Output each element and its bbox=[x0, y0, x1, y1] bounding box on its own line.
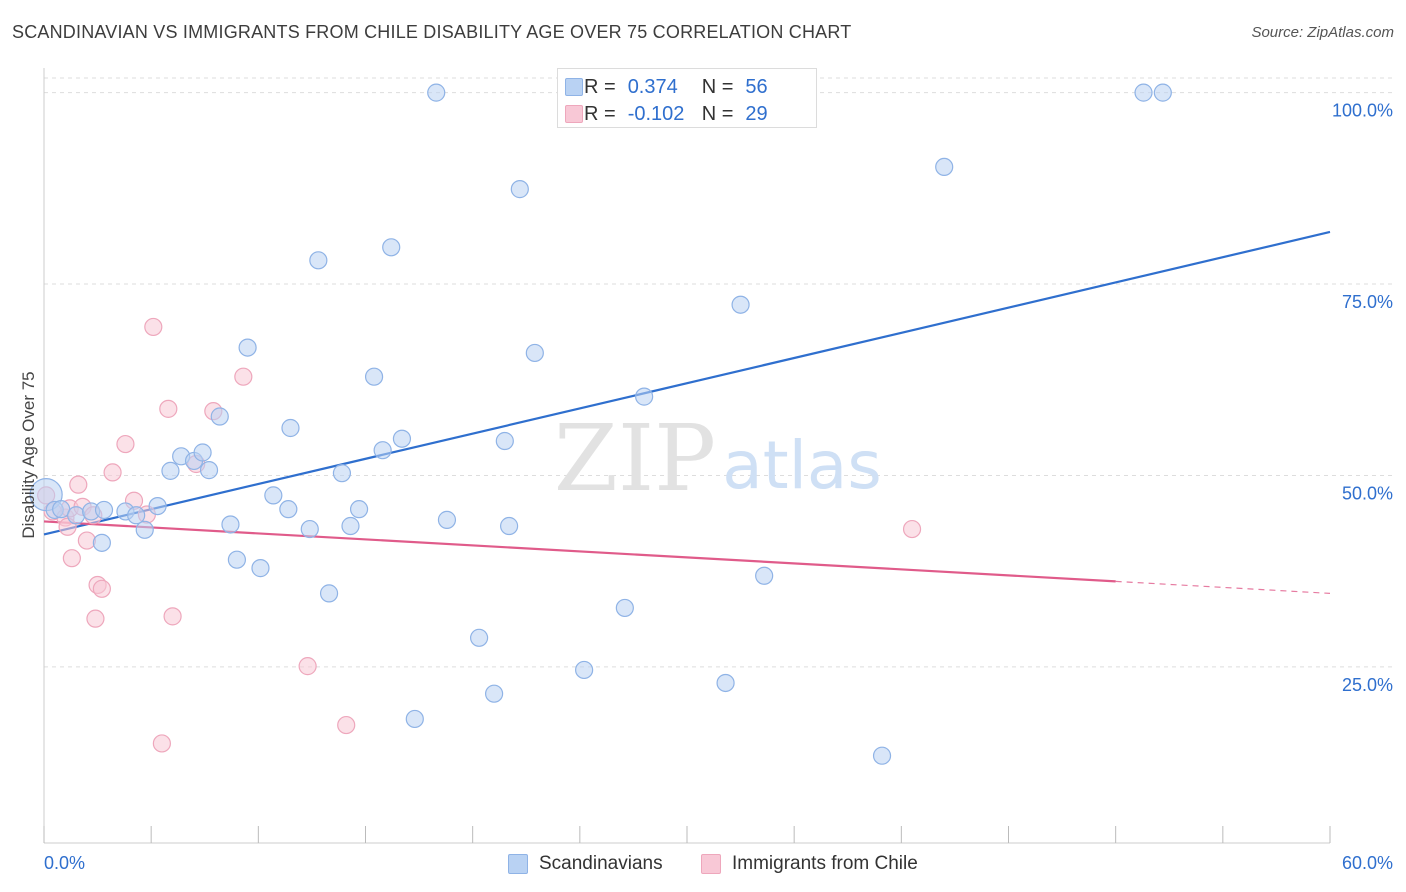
point-scandinavians bbox=[193, 443, 212, 462]
point-scandinavians bbox=[332, 464, 352, 483]
point-chile bbox=[103, 463, 122, 482]
point-scandinavians bbox=[872, 746, 892, 765]
y-axis-label: Disability Age Over 75 bbox=[19, 371, 38, 538]
y-tick-label: 25.0% bbox=[1342, 675, 1393, 695]
point-scandinavians bbox=[281, 418, 300, 438]
watermark-zip: ZIP bbox=[554, 405, 716, 512]
legend-swatch-blue bbox=[508, 854, 528, 874]
point-scandinavians bbox=[251, 559, 270, 578]
legend-stats: R = 0.374 N = 56 R = -0.102 N = 29 bbox=[557, 68, 817, 128]
point-scandinavians bbox=[935, 157, 954, 176]
trend-line-chile-extension bbox=[1115, 580, 1331, 594]
legend-item-scandinavians[interactable]: Scandinavians bbox=[508, 852, 663, 876]
legend-n-value: 56 bbox=[745, 75, 768, 98]
watermark: ZIP atlas bbox=[554, 405, 882, 512]
point-scandinavians bbox=[635, 387, 654, 406]
point-chile bbox=[86, 609, 105, 628]
y-tick-label: 100.0% bbox=[1332, 101, 1393, 121]
point-scandinavians bbox=[525, 343, 544, 363]
point-scandinavians bbox=[94, 500, 114, 520]
watermark-atlas: atlas bbox=[722, 427, 882, 504]
point-chile bbox=[144, 317, 163, 337]
point-scandinavians bbox=[731, 295, 750, 314]
point-scandinavians bbox=[92, 533, 111, 552]
point-scandinavians bbox=[238, 338, 257, 357]
point-scandinavians bbox=[67, 506, 86, 525]
point-scandinavians bbox=[319, 584, 339, 603]
legend-item-chile[interactable]: Immigrants from Chile bbox=[701, 852, 918, 876]
point-scandinavians bbox=[485, 684, 504, 703]
point-chile bbox=[159, 399, 178, 418]
axes: 25.0% 50.0% 75.0% 100.0% bbox=[43, 68, 1393, 844]
point-scandinavians bbox=[716, 673, 735, 693]
point-scandinavians bbox=[364, 367, 384, 386]
legend-swatch-pink bbox=[701, 854, 721, 874]
data-points bbox=[29, 83, 1172, 765]
point-scandinavians bbox=[382, 238, 401, 257]
legend-r-value: 0.374 bbox=[627, 75, 678, 98]
legend-r-value: -0.102 bbox=[627, 102, 685, 125]
y-tick-label: 50.0% bbox=[1342, 483, 1393, 503]
legend-label-scandinavians: Scandinavians bbox=[539, 853, 663, 874]
point-scandinavians bbox=[427, 83, 446, 102]
legend-row-chile: R = -0.102 N = 29 bbox=[565, 102, 768, 125]
point-chile bbox=[116, 434, 135, 454]
point-chile bbox=[337, 715, 356, 735]
point-scandinavians bbox=[309, 251, 328, 270]
point-scandinavians bbox=[210, 407, 229, 426]
point-scandinavians bbox=[495, 431, 514, 451]
point-scandinavians bbox=[1153, 83, 1172, 102]
legend-label-chile: Immigrants from Chile bbox=[732, 853, 918, 874]
point-scandinavians bbox=[227, 550, 246, 569]
point-scandinavians bbox=[469, 628, 489, 647]
point-scandinavians bbox=[405, 709, 424, 729]
point-scandinavians bbox=[1134, 83, 1153, 102]
point-scandinavians bbox=[279, 500, 298, 519]
point-scandinavians bbox=[349, 500, 369, 519]
point-scandinavians bbox=[161, 461, 180, 480]
point-chile bbox=[77, 531, 96, 550]
legend-n-label: N = bbox=[701, 75, 734, 98]
legend-n-label: N = bbox=[701, 102, 734, 125]
trend-lines bbox=[43, 230, 1331, 594]
legend-swatch-blue bbox=[565, 78, 583, 96]
legend-r-label: R = bbox=[584, 102, 616, 125]
point-scandinavians bbox=[500, 516, 519, 536]
legend-r-label: R = bbox=[584, 75, 616, 98]
chart-title: SCANDINAVIAN VS IMMIGRANTS FROM CHILE DI… bbox=[12, 22, 852, 42]
trend-line-scandinavians bbox=[43, 230, 1331, 536]
point-chile bbox=[234, 367, 253, 386]
point-scandinavians bbox=[755, 566, 774, 585]
point-scandinavians bbox=[135, 520, 154, 539]
point-scandinavians bbox=[437, 510, 457, 529]
point-chile bbox=[902, 519, 922, 539]
point-scandinavians bbox=[199, 461, 219, 480]
point-scandinavians bbox=[615, 598, 634, 618]
point-scandinavians bbox=[373, 441, 392, 460]
legend-swatch-pink bbox=[565, 105, 583, 123]
point-scandinavians bbox=[341, 516, 360, 536]
legend-n-value: 29 bbox=[745, 102, 768, 125]
trend-line-chile bbox=[43, 520, 1116, 583]
x-tick-label-min: 0.0% bbox=[44, 853, 85, 873]
point-scandinavians bbox=[300, 519, 319, 539]
legend-row-scandinavians: R = 0.374 N = 56 bbox=[565, 75, 768, 98]
point-chile bbox=[69, 475, 88, 494]
point-scandinavians bbox=[392, 429, 412, 448]
point-scandinavians bbox=[575, 660, 594, 680]
point-scandinavians bbox=[148, 496, 167, 516]
x-tick-label-max: 60.0% bbox=[1342, 853, 1393, 873]
point-chile bbox=[152, 734, 171, 753]
point-scandinavians bbox=[127, 506, 146, 525]
point-chile bbox=[92, 579, 111, 598]
y-tick-label: 75.0% bbox=[1342, 292, 1393, 312]
point-scandinavians bbox=[264, 486, 283, 505]
point-scandinavians bbox=[510, 180, 529, 199]
point-chile bbox=[298, 657, 317, 676]
point-chile bbox=[62, 549, 81, 568]
point-scandinavians bbox=[221, 515, 240, 534]
chart-source: Source: ZipAtlas.com bbox=[1251, 24, 1394, 41]
point-chile bbox=[163, 607, 182, 626]
